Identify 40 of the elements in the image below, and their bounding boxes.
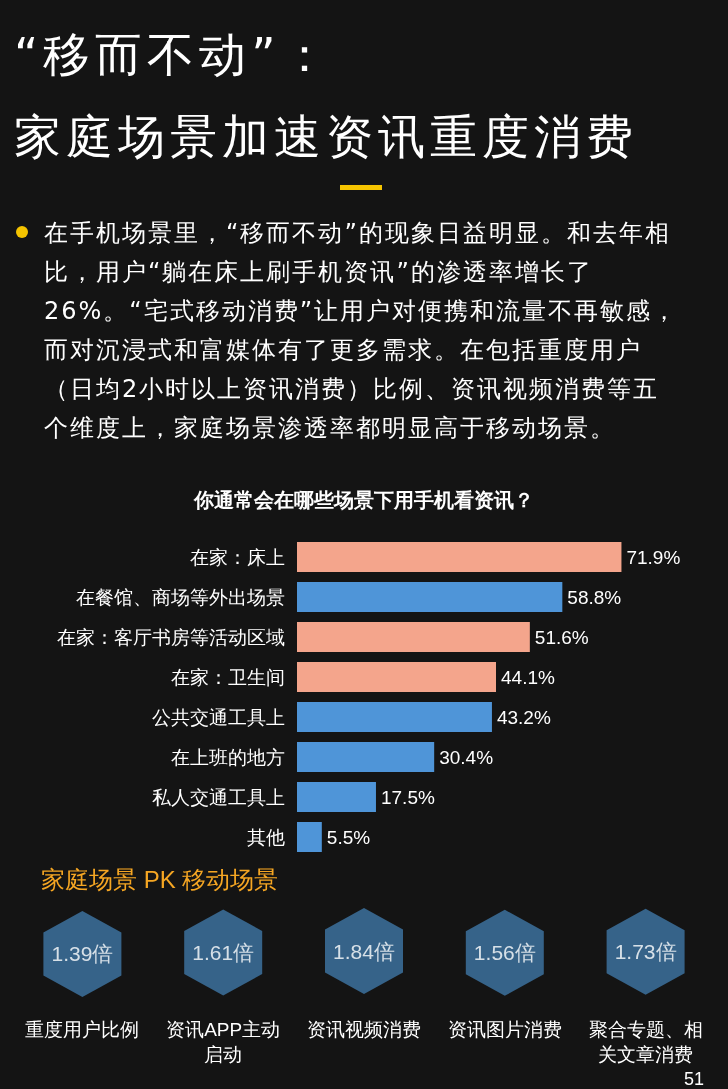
data-label: 30.4% [439, 746, 494, 768]
category-label: 资讯APP主动启动 [166, 1019, 281, 1065]
data-label: 43.2% [496, 706, 551, 728]
bar [297, 782, 376, 812]
data-label: 71.9% [626, 546, 681, 568]
y-tick-label: 公共交通工具上 [152, 706, 285, 728]
y-tick-label: 其他 [247, 826, 285, 848]
data-label: 1.39倍 [51, 942, 114, 966]
bar [297, 542, 622, 572]
bar [297, 702, 492, 732]
category-label: 资讯图片消费 [447, 1019, 562, 1040]
data-label: 1.73倍 [614, 940, 677, 964]
bar [297, 742, 435, 772]
text: 51 [683, 1069, 705, 1089]
y-tick-label: 在家：床上 [190, 546, 285, 568]
category-label: 资讯视频消费 [307, 1019, 421, 1040]
category-label: 重度用户比例 [25, 1019, 140, 1040]
y-tick-label: 在家：客厅书房等活动区域 [57, 626, 285, 648]
data-label: 1.61倍 [192, 941, 255, 965]
bar [297, 582, 563, 612]
data-label: 1.84倍 [333, 939, 395, 963]
y-tick-label: 在上班的地方 [171, 746, 285, 768]
data-label: 1.56倍 [473, 941, 536, 965]
bar [297, 622, 530, 652]
data-label: 17.5% [380, 786, 435, 808]
bar [297, 662, 496, 692]
data-label: 5.5% [326, 826, 371, 848]
y-tick-label: 在家：卫生间 [171, 666, 285, 688]
y-tick-label: 在餐馆、商场等外出场景 [76, 586, 285, 608]
y-tick-label: 私人交通工具上 [152, 786, 285, 808]
chart-subtitle: 家庭场景加速资讯重度消费 [14, 108, 638, 166]
text: 家庭场景 PK 移动场景 [41, 865, 279, 893]
data-label: 44.1% [501, 666, 555, 688]
bar [297, 822, 322, 852]
text: 你通常会在哪些场景下用手机看资讯？ [193, 489, 534, 511]
text: 在手机场景里，“移而不动”的现象日益明显。和去年相比，用户“躺在床上刷手机资讯”的渗透率增长了26%。“宅式移动消费”让用户对便携和流量不再敏感，而对沉浸式和富媒体有了更多需求。在包括重度用户（日均2小时以上资讯消费）比例、资讯视频消费等五个维度上，家庭场景渗透率都明显高于移动场景。 [44, 218, 680, 444]
data-label: 58.8% [567, 586, 622, 608]
data-label: 51.6% [534, 626, 589, 648]
category-label: 聚合专题、相关文章消费 [588, 1019, 703, 1065]
chart-title: “移而不动”： [14, 26, 334, 84]
